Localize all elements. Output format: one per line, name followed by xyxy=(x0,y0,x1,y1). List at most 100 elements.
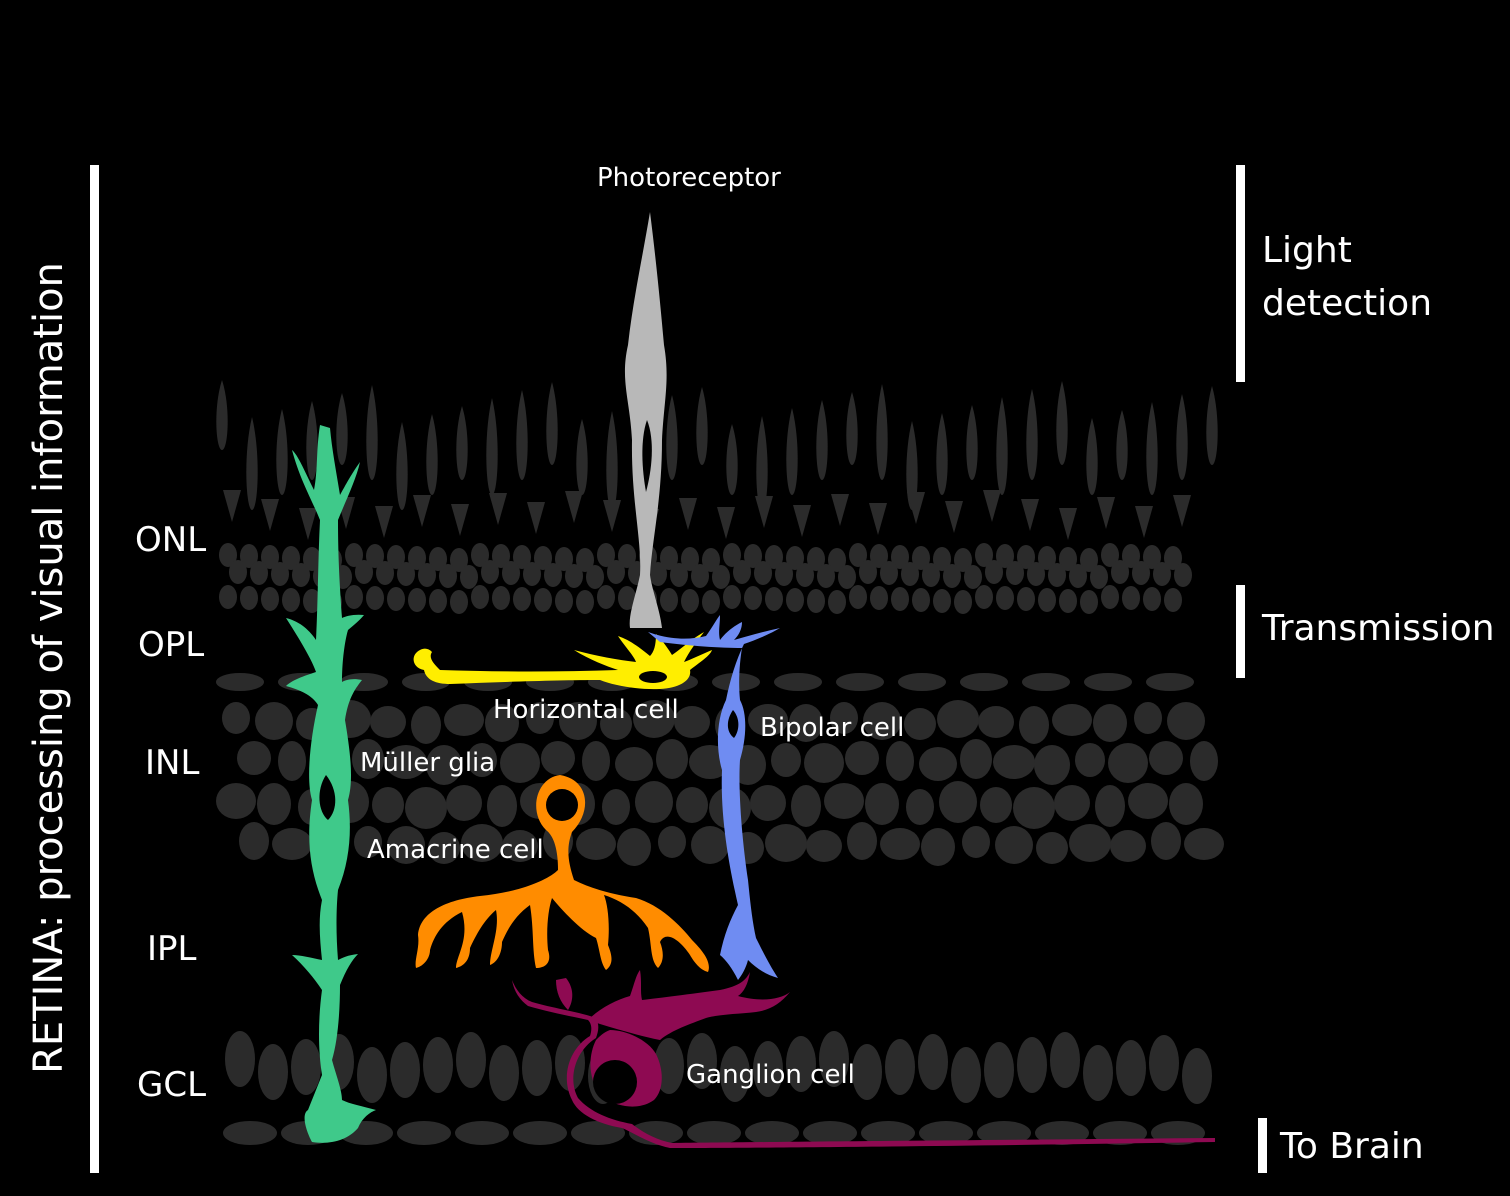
inl-nucleus xyxy=(615,747,653,781)
inl-nucleus xyxy=(1034,745,1070,785)
onl-nucleus xyxy=(1101,543,1119,567)
photoreceptor-segment xyxy=(246,417,258,510)
inl-nucleus xyxy=(600,708,632,740)
layer-label-ipl: IPL xyxy=(147,929,197,969)
inl-nucleus xyxy=(765,824,807,862)
gcl-cell xyxy=(423,1037,453,1093)
photoreceptor-segment xyxy=(426,414,438,495)
opl-process xyxy=(216,673,264,691)
gcl-cell xyxy=(1017,1037,1047,1093)
inl-nucleus xyxy=(467,743,497,777)
inl-nucleus xyxy=(487,785,517,827)
photoreceptor-segment xyxy=(366,385,378,480)
opl-process xyxy=(898,673,946,691)
inl-nucleus xyxy=(1095,785,1125,827)
photoreceptor-segment xyxy=(816,400,828,480)
muller-glia-label: Müller glia xyxy=(360,748,495,778)
inl-nucleus xyxy=(750,785,786,821)
onl-nucleus xyxy=(219,543,237,567)
onl-nucleus xyxy=(229,560,247,584)
photoreceptor-segment xyxy=(306,401,318,480)
opl-process xyxy=(960,673,1008,691)
inl-nucleus xyxy=(635,781,673,823)
onl-nucleus xyxy=(975,543,993,567)
cone-pedicle xyxy=(1021,499,1039,531)
onl-nucleus xyxy=(355,560,373,584)
inl-nucleus xyxy=(576,828,616,860)
gcl-cell xyxy=(1116,1040,1146,1096)
onl-nucleus xyxy=(1027,562,1045,586)
inl-nucleus xyxy=(845,741,879,775)
onl-nucleus xyxy=(1059,589,1077,613)
onl-nucleus xyxy=(933,589,951,613)
onl-nucleus xyxy=(282,546,300,570)
inl-nucleus xyxy=(428,832,460,864)
cone-pedicle xyxy=(299,508,317,540)
inl-nucleus xyxy=(1019,706,1049,744)
inl-nucleus xyxy=(830,702,858,734)
onl-nucleus xyxy=(1069,564,1087,588)
onl-nucleus xyxy=(723,585,741,609)
onl-nucleus xyxy=(450,590,468,614)
horizontal-cell xyxy=(413,632,712,690)
onl-nucleus xyxy=(261,587,279,611)
opl-process xyxy=(836,673,884,691)
inl-nucleus xyxy=(370,706,406,738)
cone-pedicle xyxy=(565,491,583,523)
photoreceptor-segment xyxy=(1086,418,1098,495)
inl-nucleus xyxy=(387,826,425,864)
inl-nucleus xyxy=(1110,830,1146,862)
cone-pedicle xyxy=(223,490,241,522)
onl-nucleus xyxy=(450,548,468,572)
onl-nucleus xyxy=(366,586,384,610)
inl-nucleus xyxy=(411,706,441,744)
inl-nucleus xyxy=(446,785,482,821)
photoreceptor-segment xyxy=(786,408,798,495)
onl-nucleus xyxy=(1080,548,1098,572)
inl-nucleus xyxy=(354,826,382,858)
onl-nucleus xyxy=(387,587,405,611)
onl-nucleus xyxy=(933,547,951,571)
onl-nucleus xyxy=(282,588,300,612)
onl-nucleus xyxy=(513,587,531,611)
inl-nucleus xyxy=(502,830,538,862)
onl-nucleus xyxy=(1038,546,1056,570)
photoreceptor-segment xyxy=(756,416,768,510)
onl-nucleus xyxy=(786,588,804,612)
inl-nucleus xyxy=(1108,743,1148,783)
onl-nucleus xyxy=(1164,588,1182,612)
photoreceptor-segment xyxy=(846,392,858,465)
onl-nucleus xyxy=(303,547,321,571)
onl-nucleus xyxy=(240,586,258,610)
inl-nucleus xyxy=(1036,832,1068,864)
onl-nucleus xyxy=(492,586,510,610)
photoreceptor-segment xyxy=(1026,389,1038,480)
inl-nucleus xyxy=(806,830,842,862)
onl-nucleus xyxy=(586,565,604,589)
gcl-cell xyxy=(489,1045,519,1101)
onl-nucleus xyxy=(555,589,573,613)
inl-nucleus xyxy=(1093,704,1127,742)
inl-nucleus xyxy=(405,787,447,829)
onl-nucleus xyxy=(1038,588,1056,612)
inl-nucleus xyxy=(863,702,901,740)
onl-nucleus xyxy=(576,590,594,614)
cone-pedicle xyxy=(603,500,621,532)
photoreceptor-segment xyxy=(276,409,288,495)
inl-nucleus xyxy=(1149,741,1183,775)
onl-nucleus xyxy=(964,565,982,589)
onl-nucleus xyxy=(1174,563,1192,587)
onl-nucleus xyxy=(670,563,688,587)
onl-nucleus xyxy=(513,545,531,569)
onl-nucleus xyxy=(954,590,972,614)
onl-nucleus xyxy=(1164,546,1182,570)
inl-nucleus xyxy=(921,828,955,866)
nerve-fiber-layer-cell xyxy=(745,1121,799,1145)
gcl-cell xyxy=(1149,1035,1179,1091)
onl-nucleus xyxy=(597,543,615,567)
layer-label-inl: INL xyxy=(145,743,199,783)
onl-nucleus xyxy=(387,545,405,569)
onl-nucleus xyxy=(880,561,898,585)
onl-nucleus xyxy=(1122,586,1140,610)
